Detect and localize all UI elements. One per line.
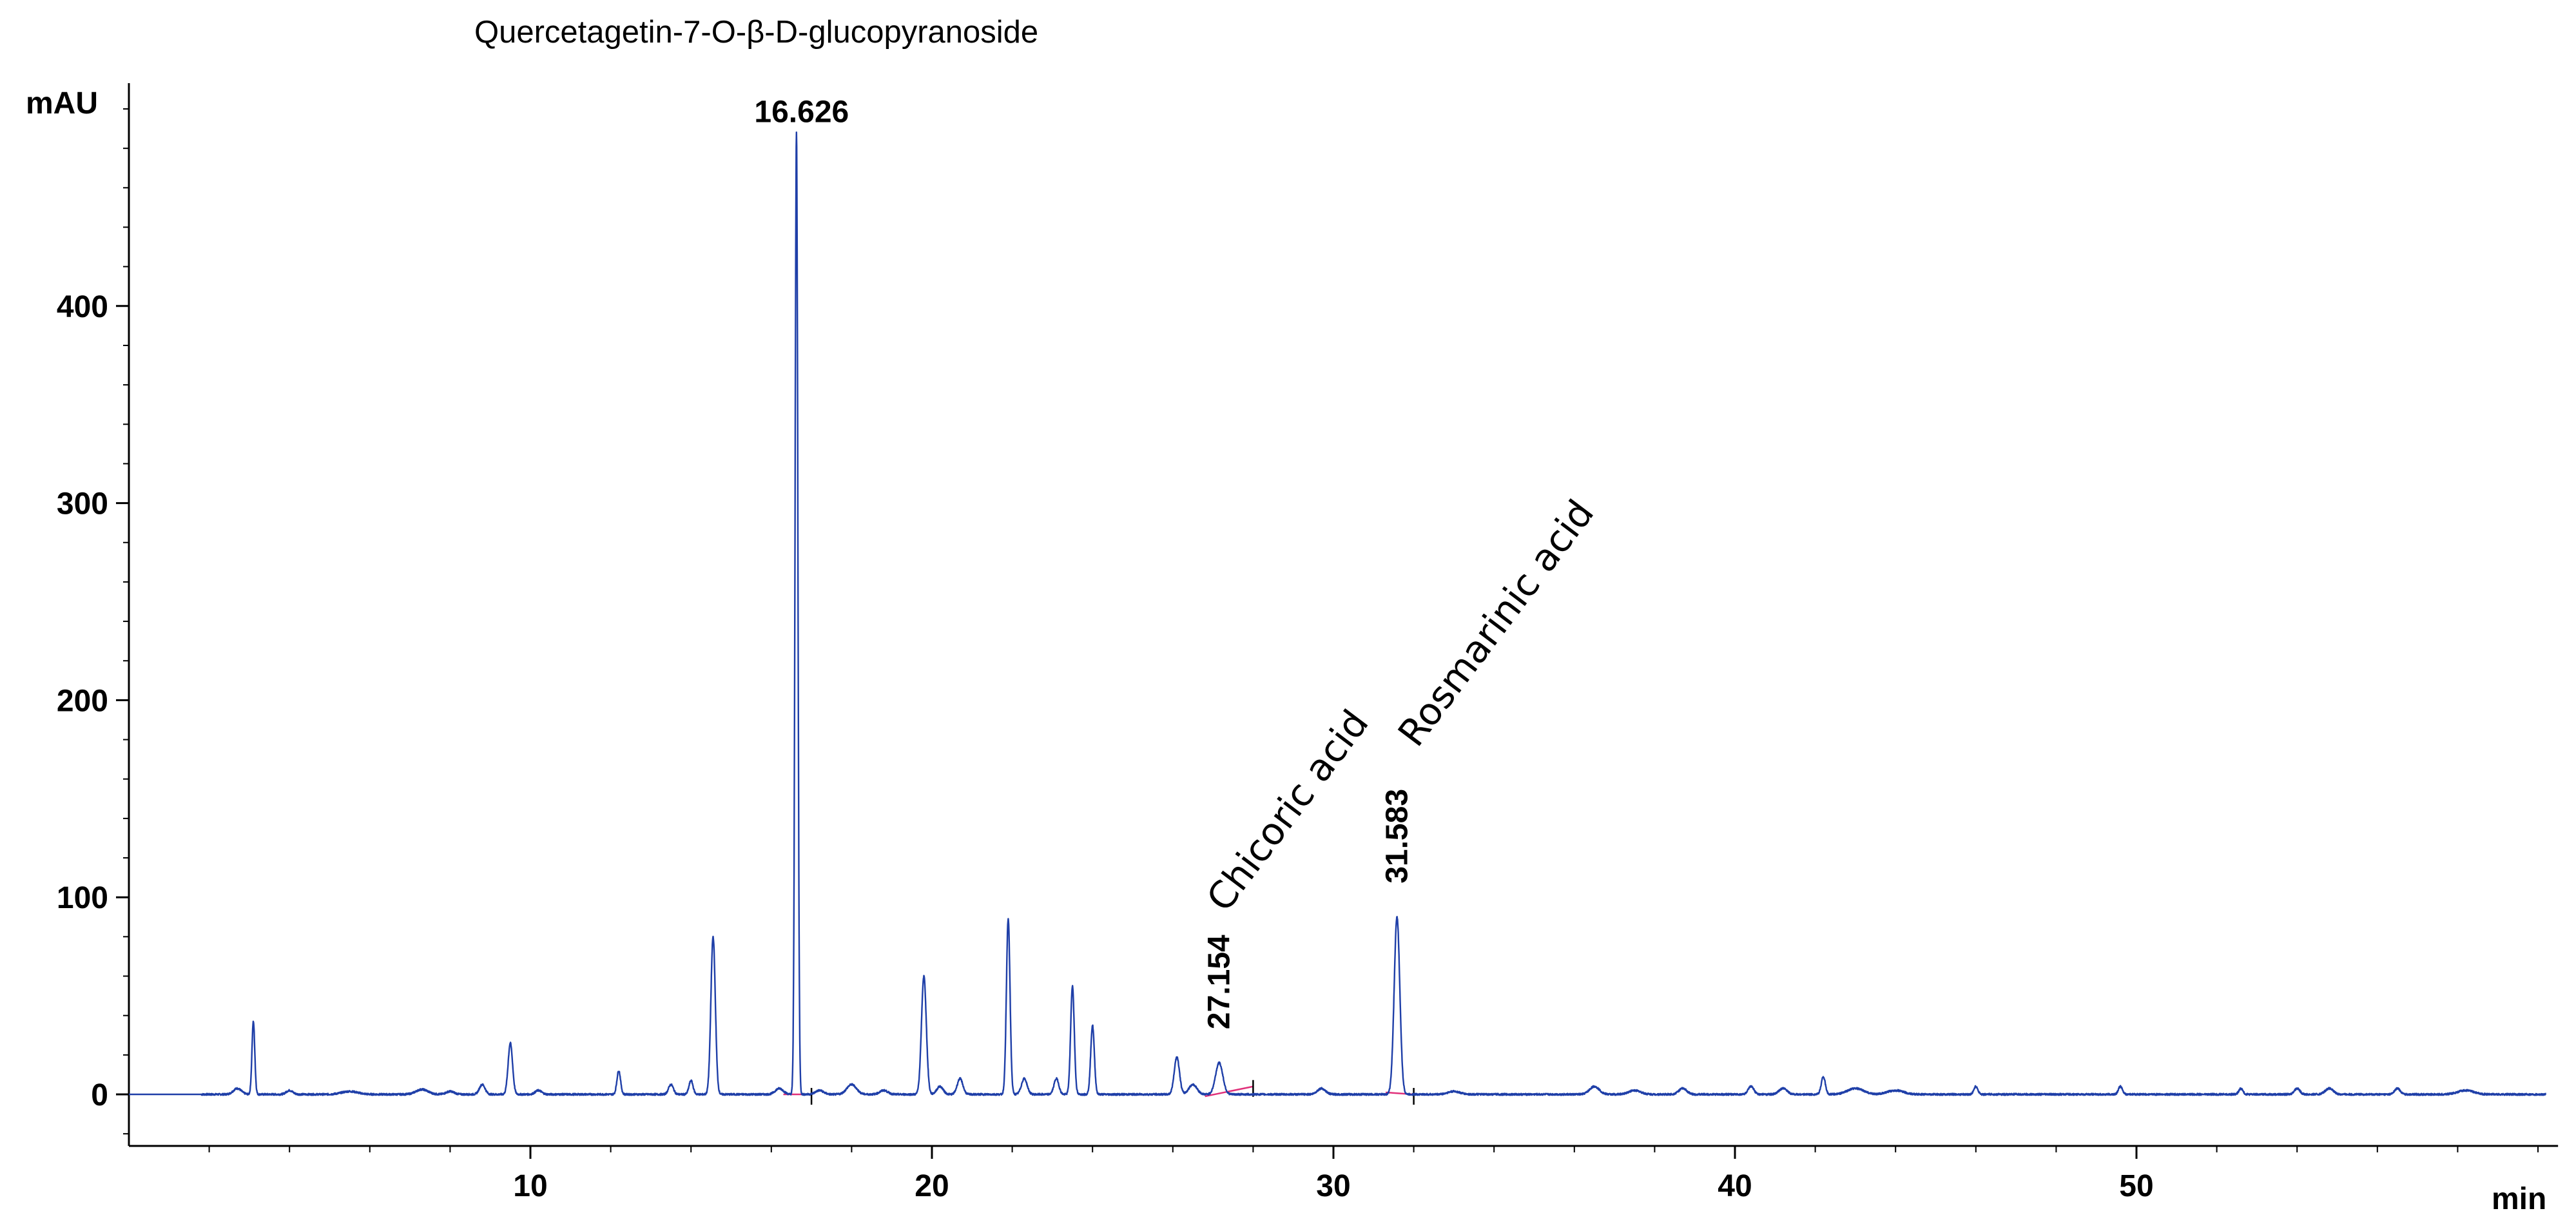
peak-label-27-154: 27.154	[1203, 935, 1237, 1029]
chart-title: Quercetagetin-7-O-β-D-glucopyranoside	[474, 15, 1038, 50]
compound-annotation-rosmarinic-acid: Rosmarinic acid	[1390, 492, 1603, 754]
y-tick-label: 300	[57, 487, 108, 521]
compound-annotation-chicoric-acid: Chicoric acid	[1198, 702, 1377, 920]
x-axis-unit-label: min	[2492, 1182, 2546, 1216]
chromatogram-trace	[128, 131, 2547, 1096]
y-tick-label: 400	[57, 290, 108, 324]
y-tick-label: 0	[91, 1078, 108, 1112]
x-tick-label: 20	[915, 1169, 949, 1203]
chromatogram-trace-group	[128, 131, 2547, 1096]
x-tick-label: 10	[513, 1169, 547, 1203]
y-tick-label: 200	[57, 684, 108, 718]
peak-label-16-626: 16.626	[754, 95, 849, 130]
peak-label-31-583: 31.583	[1380, 789, 1415, 884]
integration-baseline	[1205, 1085, 1254, 1098]
y-axis-unit-label: mAU	[26, 86, 98, 121]
x-tick-label: 40	[1718, 1169, 1752, 1203]
y-tick-label: 100	[57, 881, 108, 915]
x-tick-label: 30	[1316, 1169, 1350, 1203]
axes: 0 100 200 300 400 10 20 30 40 50	[57, 83, 2559, 1203]
x-tick-label: 50	[2119, 1169, 2153, 1203]
